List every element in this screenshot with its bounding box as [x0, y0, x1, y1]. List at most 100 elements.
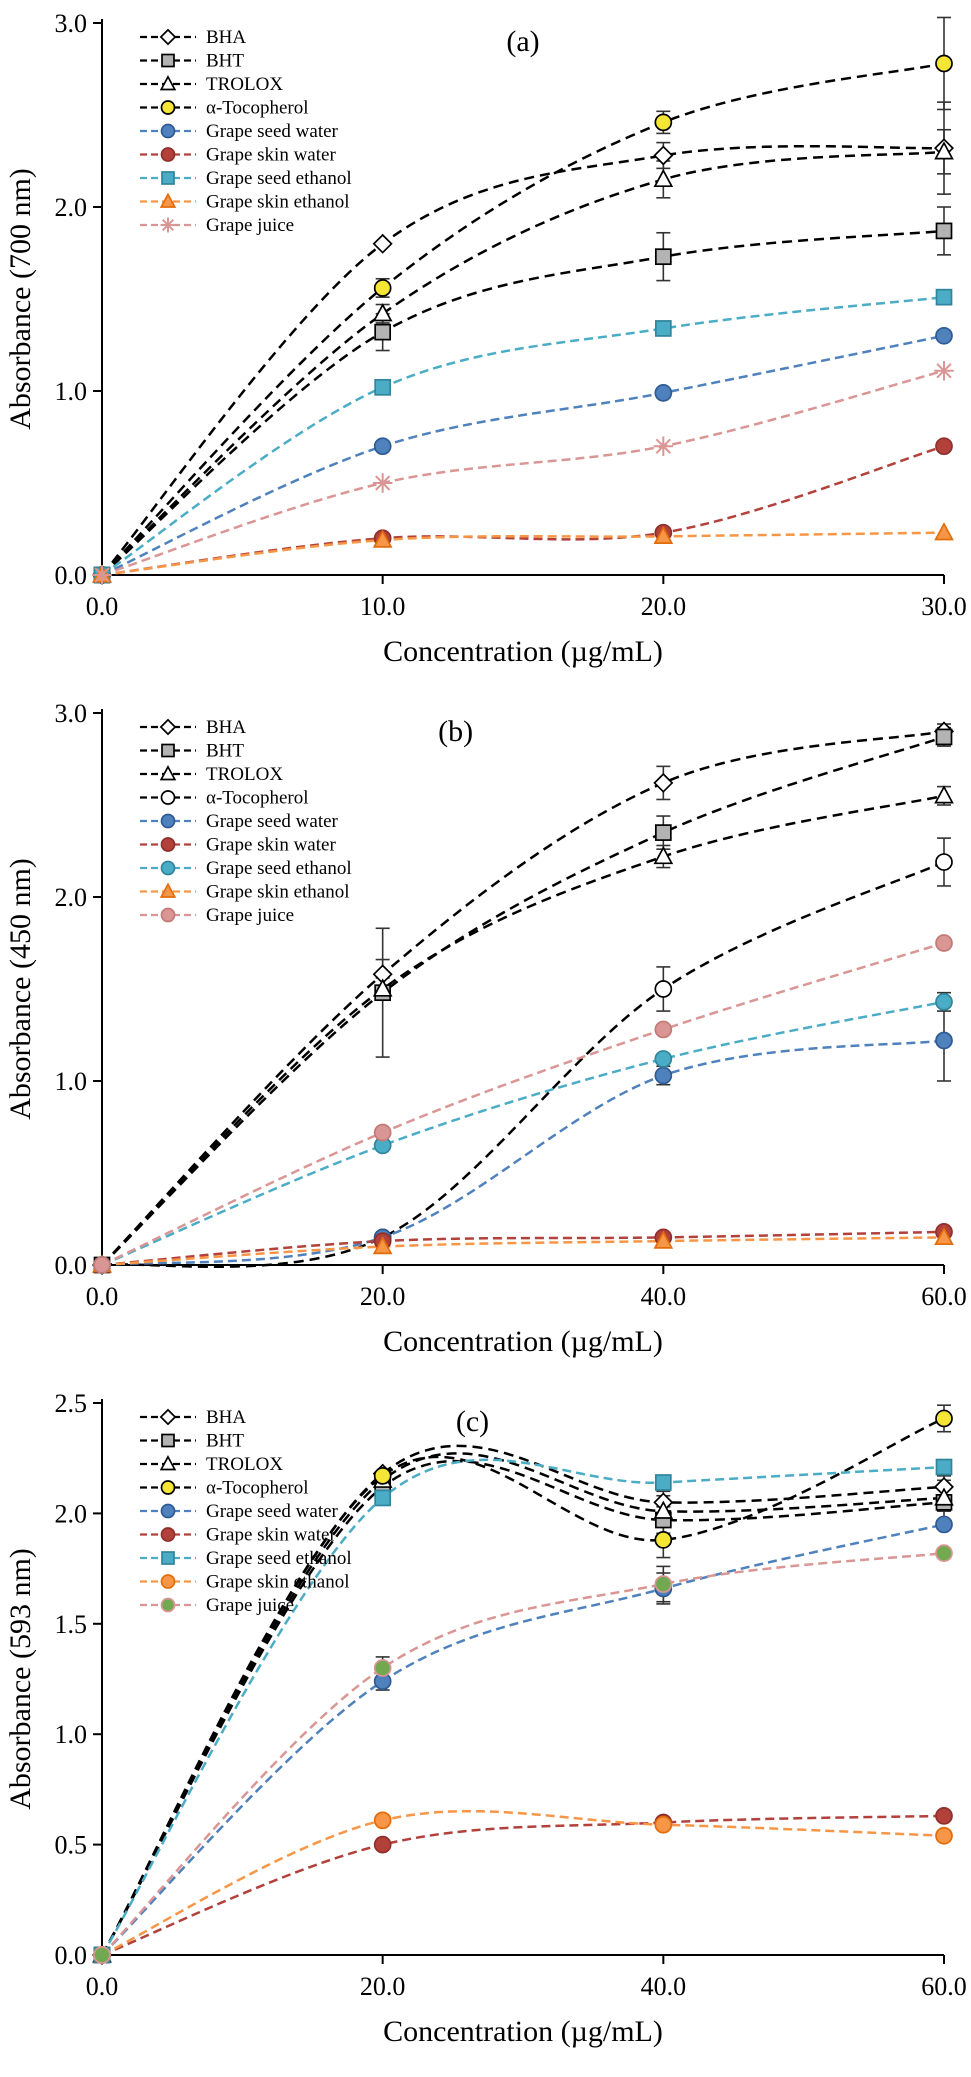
data-marker-trolox: [653, 845, 674, 865]
x-axis-title: Concentration (µg/mL): [383, 1325, 663, 1358]
panel-label: (c): [456, 1405, 489, 1438]
legend-label: BHA: [206, 1407, 246, 1428]
y-tick-label: 3.0: [55, 9, 88, 38]
data-marker-bht: [654, 248, 672, 266]
legend-marker: [160, 1597, 176, 1613]
legend-label: BHT: [206, 741, 244, 762]
x-axis-title: Concentration (µg/mL): [383, 2015, 663, 2048]
data-marker-bht: [935, 728, 953, 746]
data-marker--tocopherol: [654, 1531, 673, 1549]
data-marker--tocopherol: [373, 1467, 392, 1485]
data-marker-grape-juice: [373, 1123, 392, 1142]
legend-label: BHA: [206, 717, 246, 738]
legend-label: α-Tocopherol: [206, 98, 309, 119]
data-marker-grape-seed-ethanol: [374, 1489, 392, 1507]
legend-marker: [160, 1574, 176, 1589]
series-line-grape-juice: [101, 1551, 945, 1956]
legend-marker: [159, 882, 177, 898]
data-marker-grape-juice: [935, 1544, 953, 1562]
x-tick-label: 0.0: [86, 592, 119, 621]
legend-marker: [161, 1551, 175, 1565]
legend-marker: [161, 171, 175, 185]
x-tick-label: 0.0: [86, 1282, 119, 1311]
series-line-grape-skin-ethanol: [101, 1809, 945, 1957]
legend-label: Grape seed water: [206, 121, 339, 142]
legend-marker: [160, 790, 176, 805]
x-tick-label: 0.0: [86, 1972, 119, 2001]
data-marker--tocopherol: [935, 853, 953, 871]
legend-label: Grape skin ethanol: [206, 192, 350, 213]
series-line--tocopherol: [101, 860, 945, 1268]
chart-svg-b: 0.0 1.0 2.0 3.0 0.0 20.0 40.0 60.0 Concentration…: [4, 699, 967, 1358]
x-tick-label: 30.0: [921, 592, 967, 621]
data-marker-grape-skin-ethanol: [372, 1236, 393, 1255]
legend-label: BHT: [206, 51, 244, 72]
legend-label: Grape skin water: [206, 1525, 336, 1546]
legend-marker: [161, 1433, 175, 1448]
series-line-grape-seed-ethanol: [100, 1458, 945, 1956]
legend-marker: [159, 75, 177, 91]
series-line-grape-seed-ethanol: [101, 295, 945, 577]
asterisk-stroke: [936, 363, 952, 379]
legend-marker: [159, 1455, 177, 1471]
series-line-grape-skin-water: [101, 1814, 945, 1957]
data-marker-grape-seed-ethanol: [374, 378, 392, 396]
series-line-grape-skin-ethanol: [101, 531, 945, 577]
series-line-grape-skin-water: [101, 1230, 945, 1267]
data-marker-bha: [653, 772, 674, 793]
data-marker-grape-juice: [92, 565, 112, 585]
legend-marker: [160, 907, 176, 923]
series-line--tocopherol: [100, 1417, 945, 1956]
y-axis-title: Absorbance (593 nm): [4, 1548, 37, 1810]
data-marker-grape-juice: [654, 1020, 673, 1039]
chart-panel-a: 0.0 1.0 2.0 3.0 0.0 10.0 20.0 30.0 Concentration…: [0, 3, 971, 693]
data-marker-grape-juice: [373, 1659, 392, 1677]
legend-label: BHT: [206, 1431, 244, 1452]
y-tick-label: 2.0: [55, 1499, 88, 1528]
chart-panel-c: 0.0 0.5 1.0 1.5 2.0 2.5 0.0 20.0 40.0 60.0 Concent…: [0, 1383, 971, 2073]
chart-panel-b: 0.0 1.0 2.0 3.0 0.0 20.0 40.0 60.0 Concentration…: [0, 693, 971, 1383]
data-marker-grape-seed-water: [654, 1066, 673, 1085]
legend-marker: [159, 192, 177, 208]
data-marker-trolox: [934, 141, 954, 160]
legend-label: BHA: [206, 27, 246, 48]
data-marker-grape-juice: [93, 1946, 111, 1964]
x-tick-label: 20.0: [360, 1972, 406, 2001]
data-marker-grape-skin-ethanol: [372, 529, 393, 548]
legend-marker: [159, 1408, 177, 1426]
legend-label: Grape juice: [206, 1595, 294, 1616]
series-line--tocopherol: [101, 62, 945, 576]
series-line-bht: [101, 735, 945, 1266]
data-marker-grape-seed-water: [373, 437, 392, 456]
y-tick-label: 1.0: [55, 1067, 88, 1096]
data-marker-grape-skin-ethanol: [935, 1826, 953, 1845]
x-tick-label: 20.0: [360, 1282, 406, 1311]
legend-marker: [160, 1503, 176, 1519]
data-marker-grape-skin-ethanol: [934, 522, 954, 541]
series-line-grape-skin-water: [101, 445, 945, 577]
legend-marker: [160, 217, 176, 233]
data-marker-grape-seed-ethanol: [935, 993, 953, 1011]
data-marker-trolox: [372, 303, 393, 322]
legend-label: α-Tocopherol: [206, 1478, 309, 1499]
data-marker-grape-seed-water: [654, 383, 673, 402]
data-marker--tocopherol: [935, 1409, 953, 1428]
legend-label: Grape juice: [206, 215, 294, 236]
data-marker-grape-seed-water: [935, 1515, 953, 1534]
data-marker-trolox: [372, 978, 393, 997]
y-tick-label: 0.0: [55, 561, 88, 590]
panel-label: (a): [506, 25, 539, 58]
data-marker-grape-juice: [935, 934, 953, 952]
data-marker-grape-juice: [372, 473, 393, 493]
legend-label: Grape skin water: [206, 145, 336, 166]
asterisk-stroke: [162, 219, 174, 231]
legend-marker: [159, 718, 177, 736]
series-line-trolox: [101, 794, 945, 1266]
data-marker-grape-skin-ethanol: [653, 1230, 674, 1249]
y-tick-label: 0.5: [55, 1831, 88, 1860]
data-marker-grape-seed-water: [935, 1031, 953, 1050]
data-marker-trolox: [934, 785, 954, 804]
y-tick-label: 1.0: [55, 1720, 88, 1749]
data-marker-grape-skin-ethanol: [654, 1815, 673, 1834]
